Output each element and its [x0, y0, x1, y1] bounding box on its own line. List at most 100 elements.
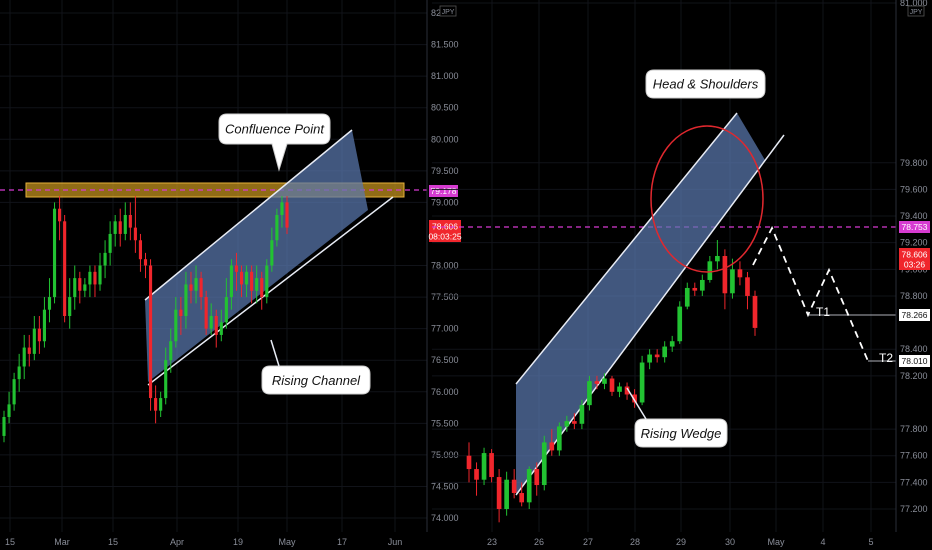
time-tick-label: Apr [170, 537, 184, 547]
candle [93, 265, 97, 298]
right-current-price-tag: 78.606 03:26 [899, 248, 930, 270]
wedge-label: Rising Wedge [641, 426, 722, 441]
candle [128, 202, 132, 241]
price-tick-label: 77.800 [900, 424, 928, 434]
candle [677, 301, 683, 344]
candle [519, 482, 525, 507]
candle-body [662, 346, 668, 358]
candle-body [204, 297, 208, 329]
candle-body [285, 202, 289, 228]
candle [83, 278, 87, 298]
candle-body [47, 297, 52, 310]
candle-body [2, 417, 6, 436]
target1-label: T1 [816, 305, 830, 319]
candle [7, 391, 11, 424]
candle [199, 271, 203, 310]
candle-body [108, 233, 112, 253]
candle [654, 349, 660, 363]
channel-callout [261, 365, 371, 395]
candle-body [632, 394, 637, 403]
candle-body [572, 421, 577, 424]
svg-text:78.266: 78.266 [902, 310, 928, 320]
right-plot-area[interactable]: T1 T2 Head & Shoulders Rising Wedge [432, 0, 896, 532]
svg-text:78.606: 78.606 [902, 250, 928, 260]
right-time-axis[interactable]: 23 26 27 28 29 30 May 4 5 [487, 537, 874, 547]
candle-body [118, 221, 122, 234]
head-shoulders-circle [650, 125, 764, 273]
time-tick-label: 29 [676, 537, 686, 547]
target2-label: T2 [879, 351, 893, 365]
candle-body [519, 493, 525, 503]
candle-body [715, 256, 720, 262]
candle-body [52, 208, 57, 298]
candle [154, 385, 158, 424]
candle [214, 309, 218, 348]
candle [275, 208, 279, 247]
left-current-price-tag: 78.606 08:03:25 [428, 220, 462, 242]
candle [108, 221, 112, 266]
confluence-label: Confluence Point [225, 122, 325, 137]
candle [169, 328, 173, 373]
candle [722, 249, 728, 310]
candle [133, 196, 137, 253]
price-tick-label: 79.400 [900, 211, 928, 221]
candle-body [169, 341, 173, 361]
candle [58, 196, 62, 241]
candle-body [255, 278, 259, 291]
right-neckline-price-tag: 78.753 [899, 221, 930, 233]
candle-body [534, 469, 540, 486]
left-price-axis[interactable]: 82.081.50081.00080.50080.00079.50079.000… [431, 8, 459, 523]
candle-body [98, 265, 102, 285]
candle [174, 297, 178, 348]
price-tick-label: 77.200 [900, 504, 928, 514]
candle [587, 375, 592, 411]
candle [745, 271, 750, 310]
candle [602, 373, 607, 390]
candle [164, 347, 168, 405]
price-tick-label: 75.000 [431, 450, 459, 460]
candle-body [639, 362, 645, 403]
price-tick-label: 77.000 [431, 324, 459, 334]
candle [639, 355, 645, 406]
price-tick-label: 74.500 [431, 481, 459, 491]
candle-body [174, 309, 178, 342]
time-tick-label: May [767, 537, 785, 547]
candle [481, 447, 487, 486]
candle [730, 258, 735, 299]
candle-body [113, 221, 117, 234]
candle [204, 290, 208, 335]
candle-body [526, 469, 532, 503]
candle [511, 469, 517, 499]
candle-body [745, 277, 750, 296]
time-tick-label: 4 [820, 537, 825, 547]
target1-price-tag: 78.266 [899, 309, 930, 321]
candle [138, 233, 143, 272]
time-tick-label: 30 [725, 537, 735, 547]
left-time-axis[interactable]: 15 Mar 15 Apr 19 May 17 Jun [5, 537, 402, 547]
right-chart-panel[interactable]: T1 T2 Head & Shoulders Rising Wedge 81.0… [432, 0, 930, 547]
candle [250, 265, 254, 304]
candle-body [58, 208, 62, 222]
candle-body [587, 381, 592, 406]
candle [504, 471, 509, 516]
candle [564, 415, 570, 432]
candle-body [466, 455, 472, 470]
left-grid [0, 0, 427, 532]
candle-body [722, 256, 728, 294]
left-plot-area[interactable]: Confluence Point Rising Channel [0, 0, 427, 532]
candle-body [730, 269, 735, 294]
candle [489, 449, 494, 483]
candle [255, 265, 259, 304]
candle [594, 375, 600, 390]
candle-body [752, 295, 758, 328]
candle [194, 265, 198, 304]
left-chart-panel[interactable]: Confluence Point Rising Channel 82.081.5… [0, 0, 462, 547]
candle [113, 215, 117, 247]
price-tick-label: 79.600 [900, 184, 928, 194]
candle [12, 372, 16, 411]
time-tick-label: 27 [583, 537, 593, 547]
candle [98, 252, 102, 291]
rising-channel-fill [145, 130, 368, 382]
candle [189, 271, 193, 304]
